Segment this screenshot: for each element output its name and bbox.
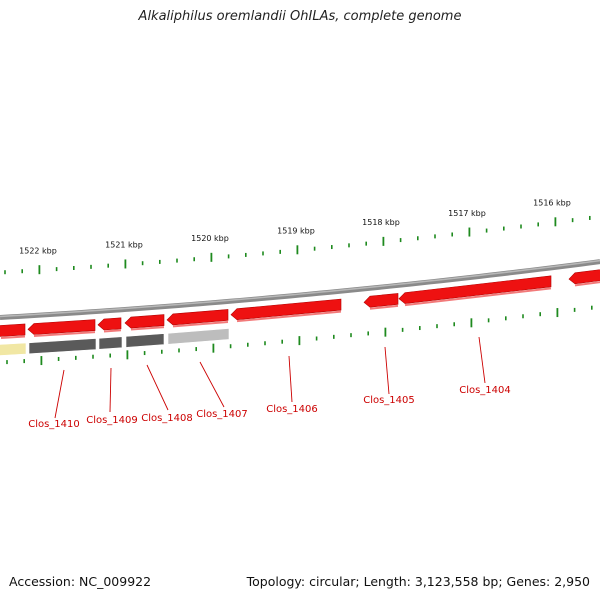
leader-line: [109, 367, 112, 413]
lower-tick-ruler: [6, 305, 593, 366]
genome-summary-text: Topology: circular; Length: 3,123,558 bp…: [246, 574, 590, 589]
leader-line: [478, 336, 486, 384]
backbone-line: [0, 259, 600, 320]
map-title: Alkaliphilus oremlandii OhILAs, complete…: [138, 9, 462, 24]
leader-line: [199, 361, 225, 408]
gene-arrow: [0, 323, 26, 339]
gene-arrow: [27, 319, 96, 338]
kbp-label: 1521 kbp: [105, 241, 143, 250]
gene-arrow: [398, 275, 552, 307]
kbp-label: 1517 kbp: [448, 209, 486, 218]
gene-label[interactable]: Clos_1405: [363, 395, 415, 406]
leader-line: [288, 355, 293, 403]
kbp-label-group: 1522 kbp 1521 kbp 1520 kbp 1519 kbp 1518 kbp…: [19, 199, 571, 256]
gene-label-group: Clos_1410 Clos_1409 Clos_1408 Clos_1407 Clos…: [28, 385, 511, 430]
gene-label[interactable]: Clos_1406: [266, 404, 318, 415]
gene-arrow: [97, 317, 122, 333]
gene-arrow: [166, 309, 229, 328]
gene-label[interactable]: Clos_1407: [196, 409, 248, 420]
gene-label[interactable]: Clos_1404: [459, 385, 511, 396]
cog-bar: [28, 338, 97, 355]
kbp-label: 1516 kbp: [533, 199, 571, 208]
kbp-label: 1518 kbp: [362, 218, 400, 227]
gene-label[interactable]: Clos_1410: [28, 419, 80, 430]
genome-backbone: [0, 259, 600, 320]
backbone-highlight: [0, 259, 600, 318]
gene-arrow: [363, 293, 399, 310]
gene-arrow: [124, 314, 165, 331]
gene-label[interactable]: Clos_1409: [86, 415, 138, 426]
cog-bar: [125, 333, 165, 348]
gene-arrow-track: [0, 269, 600, 339]
cog-bar: [0, 342, 27, 356]
cog-bar: [98, 336, 123, 350]
kbp-label: 1519 kbp: [277, 226, 315, 235]
leader-line: [54, 369, 65, 419]
cog-bar: [167, 328, 230, 345]
cog-bar-track: [0, 328, 230, 356]
label-leader-lines: [54, 336, 486, 419]
kbp-label: 1522 kbp: [19, 246, 57, 255]
leader-line: [146, 364, 169, 411]
kbp-label: 1520 kbp: [191, 234, 229, 243]
gene-arrow: [568, 269, 600, 287]
accession-text: Accession: NC_009922: [9, 574, 152, 589]
gene-label[interactable]: Clos_1408: [141, 413, 193, 424]
gene-arrow: [230, 298, 342, 323]
leader-line: [384, 346, 390, 395]
upper-tick-ruler: [4, 215, 591, 275]
